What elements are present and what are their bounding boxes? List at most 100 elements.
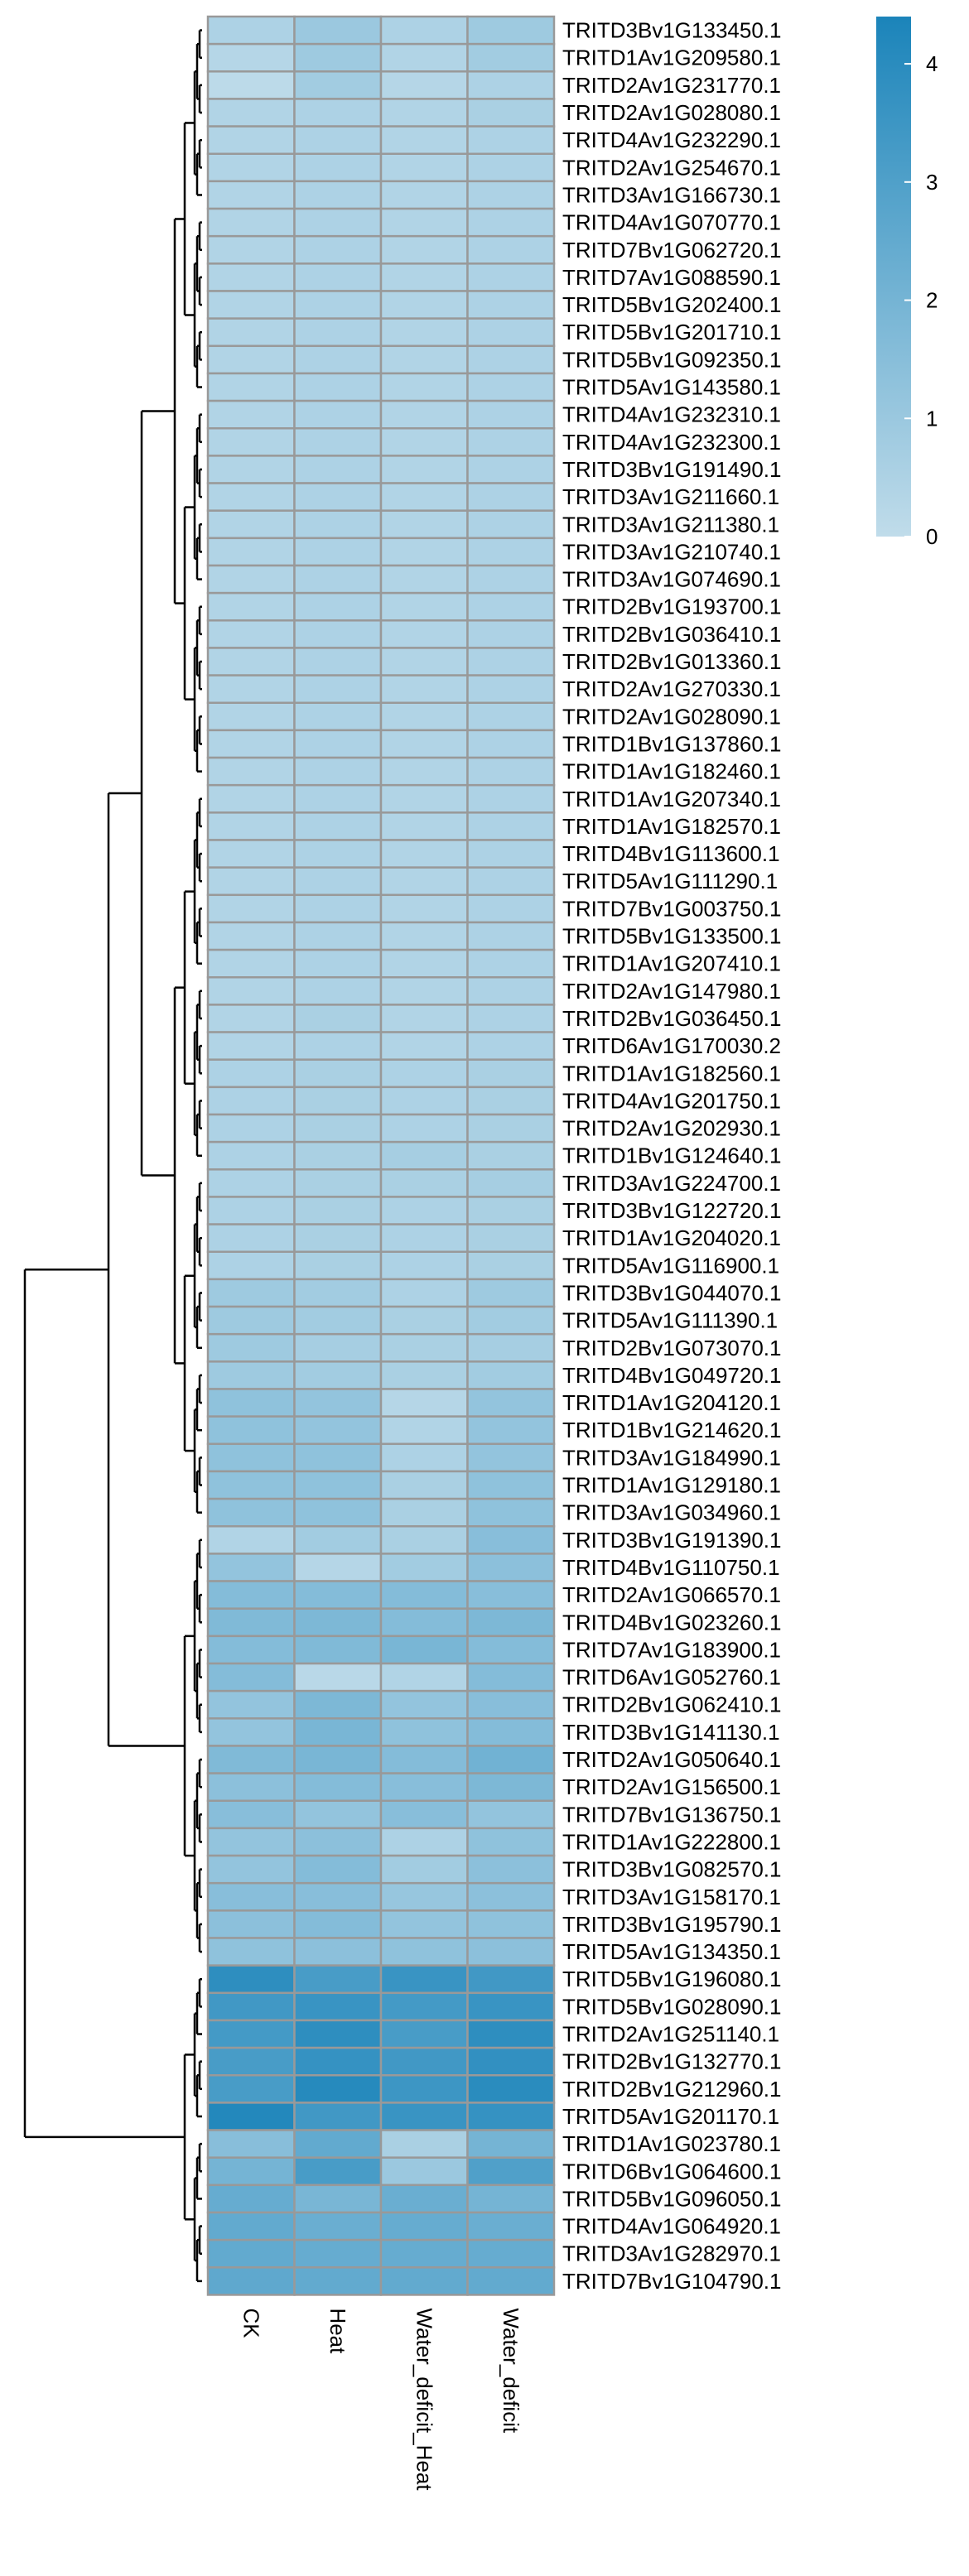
- heatmap-cell: [466, 2129, 556, 2159]
- heatmap-cell: [206, 1635, 296, 1665]
- heatmap-cell: [379, 152, 469, 183]
- row-label: TRITD2Av1G066570.1: [562, 1582, 781, 1607]
- heatmap-cell: [206, 701, 296, 732]
- heatmap-cell: [466, 234, 556, 265]
- heatmap-cell: [293, 1881, 383, 1912]
- legend-tick-label: 1: [926, 406, 938, 431]
- heatmap-cell: [206, 537, 296, 567]
- heatmap-cell: [206, 317, 296, 348]
- heatmap-cell: [206, 1031, 296, 1061]
- row-label: TRITD3Av1G210740.1: [562, 539, 781, 564]
- heatmap-cell: [293, 921, 383, 951]
- heatmap-cell: [466, 1525, 556, 1555]
- heatmap-cell: [466, 1305, 556, 1336]
- row-label: TRITD2Bv1G073070.1: [562, 1336, 781, 1360]
- heatmap-cell: [466, 1689, 556, 1720]
- heatmap-cell: [293, 783, 383, 814]
- heatmap-cell: [466, 1196, 556, 1225]
- column-label: CK: [239, 2308, 263, 2338]
- heatmap-cell: [466, 70, 556, 100]
- heatmap-cell: [466, 42, 556, 73]
- heatmap-cell: [379, 2074, 469, 2104]
- row-label: TRITD5Av1G143580.1: [562, 375, 781, 400]
- heatmap-cell: [466, 948, 556, 979]
- row-label: TRITD5Av1G116900.1: [562, 1253, 779, 1278]
- heatmap-cell: [206, 756, 296, 787]
- heatmap-cell: [466, 1772, 556, 1803]
- heatmap-cell: [466, 1250, 556, 1281]
- heatmap-cell: [379, 1772, 469, 1803]
- heatmap-cell: [379, 317, 469, 348]
- heatmap-cell: [466, 756, 556, 787]
- heatmap-cell: [206, 207, 296, 238]
- heatmap-cell: [206, 1223, 296, 1253]
- heatmap-cell: [379, 1332, 469, 1363]
- row-label: TRITD5Av1G201170.1: [562, 2104, 779, 2129]
- heatmap-cells: [206, 15, 556, 2296]
- heatmap-cell: [293, 344, 383, 375]
- heatmap-cell: [293, 1004, 383, 1033]
- heatmap-cell: [379, 1360, 469, 1390]
- heatmap-cell: [206, 1305, 296, 1336]
- row-label: TRITD2Av1G231770.1: [562, 73, 781, 98]
- heatmap-cell: [466, 1497, 556, 1528]
- row-label: TRITD1Av1G204020.1: [562, 1225, 781, 1250]
- row-label: TRITD1Bv1G124640.1: [562, 1144, 781, 1168]
- heatmap-cell: [466, 647, 556, 677]
- row-label: TRITD6Av1G170030.2: [562, 1033, 781, 1058]
- row-label: TRITD3Av1G166730.1: [562, 182, 781, 207]
- heatmap-cell: [206, 2211, 296, 2241]
- row-label: TRITD7Bv1G003750.1: [562, 896, 781, 921]
- column-label: Heat: [325, 2308, 350, 2354]
- heatmap-cell: [206, 1854, 296, 1885]
- heatmap-cell: [206, 893, 296, 924]
- heatmap-cell: [379, 1799, 469, 1830]
- heatmap-cell: [206, 1250, 296, 1281]
- heatmap-cell: [206, 1113, 296, 1144]
- heatmap-cell: [206, 1607, 296, 1638]
- heatmap-cell: [293, 1140, 383, 1171]
- heatmap-cell: [206, 152, 296, 183]
- heatmap-cell: [293, 2074, 383, 2104]
- heatmap-cell: [293, 290, 383, 320]
- row-label: TRITD1Av1G182460.1: [562, 759, 781, 784]
- heatmap-cell: [466, 1058, 556, 1089]
- row-label: TRITD3Bv1G195790.1: [562, 1912, 781, 1937]
- heatmap-cell: [379, 2184, 469, 2214]
- heatmap-cell: [293, 2046, 383, 2077]
- row-label: TRITD2Av1G270330.1: [562, 677, 781, 701]
- heatmap-cell: [293, 701, 383, 732]
- heatmap-cell: [379, 344, 469, 375]
- heatmap-cell: [466, 2019, 556, 2049]
- row-label: TRITD5Bv1G092350.1: [562, 347, 781, 372]
- heatmap-cell: [293, 2102, 383, 2131]
- heatmap-cell: [293, 1470, 383, 1500]
- heatmap-cell: [206, 427, 296, 457]
- heatmap-cell: [206, 2156, 296, 2187]
- row-label: TRITD2Bv1G013360.1: [562, 649, 781, 674]
- heatmap-cell: [466, 317, 556, 348]
- heatmap-cell: [206, 1360, 296, 1390]
- heatmap-cell: [466, 262, 556, 292]
- heatmap-cell: [293, 372, 383, 402]
- heatmap-cell: [466, 2266, 556, 2296]
- heatmap-cell: [379, 1196, 469, 1225]
- heatmap-cell: [293, 2238, 383, 2269]
- heatmap-cell: [206, 619, 296, 649]
- row-label: TRITD4Av1G064920.1: [562, 2214, 781, 2239]
- heatmap-cell: [466, 207, 556, 238]
- heatmap-cell: [293, 1772, 383, 1803]
- heatmap-cell: [293, 15, 383, 46]
- heatmap-cell: [466, 290, 556, 320]
- row-label: TRITD5Bv1G028090.1: [562, 1994, 781, 2019]
- heatmap-cell: [293, 729, 383, 759]
- row-label: TRITD1Av1G129180.1: [562, 1473, 781, 1498]
- legend-tick-label: 3: [926, 170, 938, 195]
- heatmap-cell: [466, 674, 556, 704]
- row-label: TRITD3Bv1G044070.1: [562, 1280, 781, 1305]
- heatmap-cell: [206, 1415, 296, 1446]
- heatmap-cell: [293, 1196, 383, 1225]
- row-label: TRITD3Av1G074690.1: [562, 567, 781, 592]
- row-label: TRITD4Bv1G113600.1: [562, 841, 780, 866]
- heatmap-cell: [206, 1689, 296, 1720]
